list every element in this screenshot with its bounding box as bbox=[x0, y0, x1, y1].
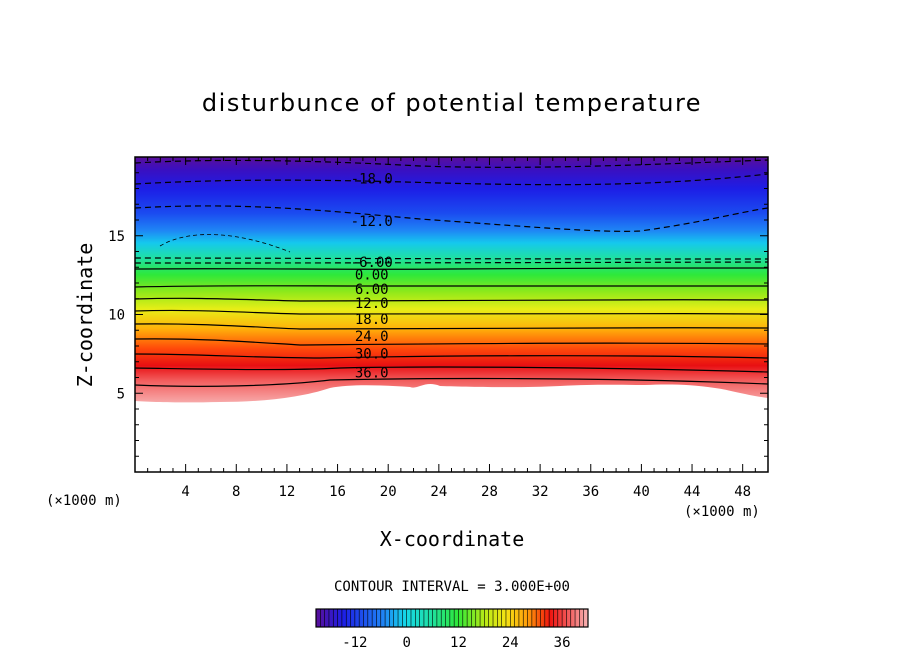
x-tick-label: 16 bbox=[329, 484, 346, 500]
contour-label: 30.0 bbox=[355, 346, 389, 362]
x-tick-label: 40 bbox=[633, 484, 650, 500]
contour-label: 6.00 bbox=[355, 282, 389, 298]
y-tick-label: 15 bbox=[108, 229, 125, 245]
x-tick-label: 36 bbox=[582, 484, 599, 500]
colorbar-tick-label: -12 bbox=[342, 635, 367, 651]
x-tick-label: 24 bbox=[430, 484, 447, 500]
axis-ticks bbox=[135, 157, 768, 472]
colorbar-tick-label: 36 bbox=[554, 635, 571, 651]
x-tick-label: 32 bbox=[532, 484, 549, 500]
colorbar: -12 0 12 24 36 bbox=[315, 608, 589, 651]
y-tick-label: 10 bbox=[108, 308, 125, 324]
contour-label: -18.0 bbox=[351, 172, 393, 188]
colorbar-segments bbox=[320, 609, 584, 627]
contour-label: 0.00 bbox=[355, 268, 389, 284]
y-axis-label: Z-coordinate bbox=[73, 243, 97, 388]
contour-interval-note: CONTOUR INTERVAL = 3.000E+00 bbox=[334, 579, 570, 595]
contour-label: -12.0 bbox=[351, 214, 393, 230]
solid-contours bbox=[135, 267, 768, 387]
colorbar-frame bbox=[315, 608, 589, 628]
contour-label: 36.0 bbox=[355, 365, 389, 381]
colorbar-fill bbox=[316, 609, 588, 627]
x-unit-label: (×1000 m) bbox=[684, 504, 760, 520]
contour-label: 18.0 bbox=[355, 312, 389, 328]
y-tick-label: 5 bbox=[117, 386, 125, 402]
contour-label: 24.0 bbox=[355, 329, 389, 345]
filled-field bbox=[135, 157, 768, 403]
contour-label: -6.00 bbox=[351, 255, 393, 271]
colorbar-tick-label: 0 bbox=[402, 635, 410, 651]
filled-field-area bbox=[135, 157, 768, 403]
colorbar-tick-label: 12 bbox=[450, 635, 467, 651]
x-tick-label: 48 bbox=[734, 484, 751, 500]
x-tick-label: 28 bbox=[481, 484, 498, 500]
x-tick-label: 8 bbox=[232, 484, 240, 500]
x-tick-label: 44 bbox=[684, 484, 701, 500]
chart-title: disturbunce of potential temperature bbox=[202, 89, 702, 117]
thin-dashed-dome bbox=[159, 234, 291, 253]
contour-label: 12.0 bbox=[355, 296, 389, 312]
x-tick-label: 4 bbox=[181, 484, 189, 500]
x-axis-label: X-coordinate bbox=[380, 527, 525, 551]
x-tick-label: 20 bbox=[380, 484, 397, 500]
colorbar-tick-label: 24 bbox=[502, 635, 519, 651]
colorbar-tick-labels: -12 0 12 24 36 bbox=[342, 635, 570, 651]
x-tick-label: 12 bbox=[278, 484, 295, 500]
dashed-contours bbox=[135, 159, 768, 264]
z-unit-label: (×1000 m) bbox=[46, 493, 122, 509]
